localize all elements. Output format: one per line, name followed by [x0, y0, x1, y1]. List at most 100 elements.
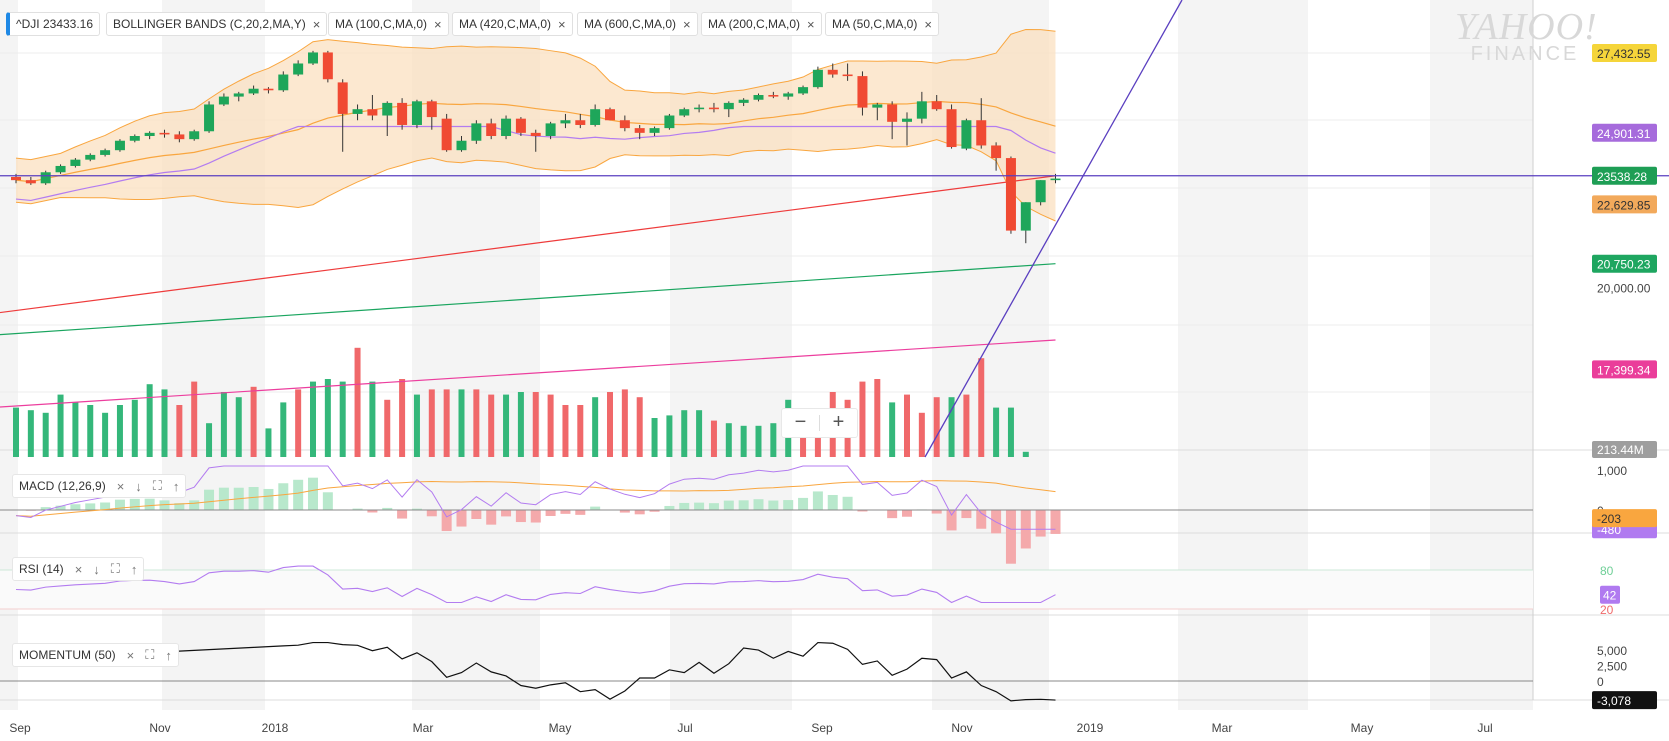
bollinger-chip[interactable]: BOLLINGER BANDS (C,20,2,MA,Y) × [106, 12, 328, 36]
expand-icon[interactable]: ⛶ [145, 647, 155, 662]
volume-bar [57, 394, 64, 457]
macd-histogram-bar [204, 489, 215, 510]
macd-histogram-bar [1050, 510, 1061, 534]
x-axis-tick: 2019 [1077, 721, 1104, 735]
rsi-value-label: 42 [1603, 589, 1617, 603]
volume-bar [220, 392, 227, 457]
candle-body [426, 101, 437, 118]
close-icon[interactable]: × [807, 16, 815, 32]
price-level-label-bg [1592, 123, 1657, 142]
candle-body [337, 82, 348, 114]
candle-body [902, 118, 912, 122]
volume-bar [87, 405, 94, 457]
candle-body [916, 101, 927, 119]
expand-icon[interactable]: ⛶ [152, 478, 162, 493]
close-icon[interactable]: × [558, 16, 566, 32]
candle-body [590, 109, 601, 125]
volume-bar [547, 394, 554, 457]
macd-histogram-bar [738, 500, 749, 510]
volume-bar [517, 392, 524, 457]
close-icon[interactable]: × [116, 478, 125, 494]
candle-body [798, 87, 809, 94]
candle-body [456, 140, 467, 151]
candle-body [976, 120, 987, 146]
volume-bar [116, 405, 123, 457]
close-icon[interactable]: × [683, 16, 691, 32]
symbol-chip[interactable]: ^DJI 23433.16 [6, 12, 101, 36]
volume-bar [889, 402, 896, 457]
bollinger-upper-line [15, 28, 1056, 161]
volume-bar [696, 410, 703, 457]
volume-bar [503, 394, 510, 457]
macd-histogram-bar [827, 494, 838, 510]
move-up-icon[interactable]: ↑ [130, 561, 138, 577]
rsi-axis-tick: 80 [1600, 564, 1614, 578]
macd-histogram-bar [441, 510, 452, 532]
ma-420-chip[interactable]: MA (420,C,MA,0) × [452, 12, 573, 36]
volume-bar [42, 412, 49, 457]
macd-histogram-bar [382, 507, 393, 510]
move-down-icon[interactable]: ↓ [135, 478, 142, 494]
x-axis-tick: Mar [413, 721, 434, 735]
zoom-out-button[interactable]: − [794, 411, 807, 433]
zoom-in-button[interactable]: + [832, 411, 845, 433]
volume-bar [131, 399, 138, 457]
yahoo-finance-logo: YAHOO! FINANCE [1455, 8, 1597, 64]
candle-body [114, 140, 125, 151]
move-up-icon[interactable]: ↑ [165, 647, 172, 663]
candle-body [263, 88, 274, 91]
macd-histogram-bar [545, 510, 556, 516]
close-icon[interactable]: × [434, 16, 442, 32]
volume-bar [963, 394, 970, 457]
move-up-icon[interactable]: ↑ [172, 478, 180, 494]
candle-body [961, 120, 972, 149]
candle-body [25, 180, 36, 184]
macd-histogram-bar [1035, 510, 1046, 537]
volume-bar [770, 423, 777, 457]
macd-histogram-bar [114, 499, 125, 510]
macd-histogram-bar [55, 505, 66, 510]
candle-body [397, 102, 408, 125]
close-icon[interactable]: × [74, 561, 83, 577]
macd-histogram-bar [664, 505, 675, 510]
candle-body [560, 120, 571, 124]
volume-bar [206, 423, 213, 457]
close-icon[interactable]: × [924, 16, 932, 32]
price-level-label: 24,901.31 [1597, 127, 1651, 141]
macd-histogram-bar [798, 497, 809, 510]
candle-body [189, 131, 200, 140]
candle-body [946, 109, 957, 148]
move-down-icon[interactable]: ↓ [93, 561, 100, 577]
ma-50-chip-label: MA (50,C,MA,0) [832, 17, 918, 31]
macd-histogram-bar [70, 504, 81, 510]
candle-body [11, 176, 21, 181]
macd-histogram-bar [456, 510, 467, 527]
volume-bar [710, 420, 717, 457]
momentum-panel-label: MOMENTUM (50) × ⛶ ↑ [12, 643, 179, 667]
expand-icon[interactable]: ⛶ [110, 561, 120, 576]
ma-600-chip[interactable]: MA (600,C,MA,0) × [577, 12, 698, 36]
volume-bar [161, 389, 168, 457]
candle-body [411, 101, 422, 125]
macd-signal-label: -203 [1597, 512, 1621, 526]
candle-body [233, 93, 244, 97]
candle-body [827, 69, 838, 75]
candle-body [530, 132, 541, 137]
close-icon[interactable]: × [126, 647, 135, 663]
volume-bar [607, 392, 613, 457]
macd-histogram-bar [248, 487, 259, 510]
volume-bar [651, 418, 658, 457]
macd-label: MACD (12,26,9) [19, 479, 106, 493]
bollinger-band-fill [16, 29, 1056, 222]
ma-50-chip[interactable]: MA (50,C,MA,0) × [825, 12, 939, 36]
ma-200-chip[interactable]: MA (200,C,MA,0) × [701, 12, 822, 36]
candle-body [1035, 180, 1046, 203]
ma-100-chip[interactable]: MA (100,C,MA,0) × [328, 12, 449, 36]
macd-histogram-bar [144, 498, 155, 510]
volume-bar [191, 381, 198, 457]
close-icon[interactable]: × [312, 16, 321, 32]
candle-body [545, 123, 556, 137]
price-level-label: 17,399.34 [1597, 363, 1651, 377]
macd-histogram-bar [322, 492, 333, 510]
